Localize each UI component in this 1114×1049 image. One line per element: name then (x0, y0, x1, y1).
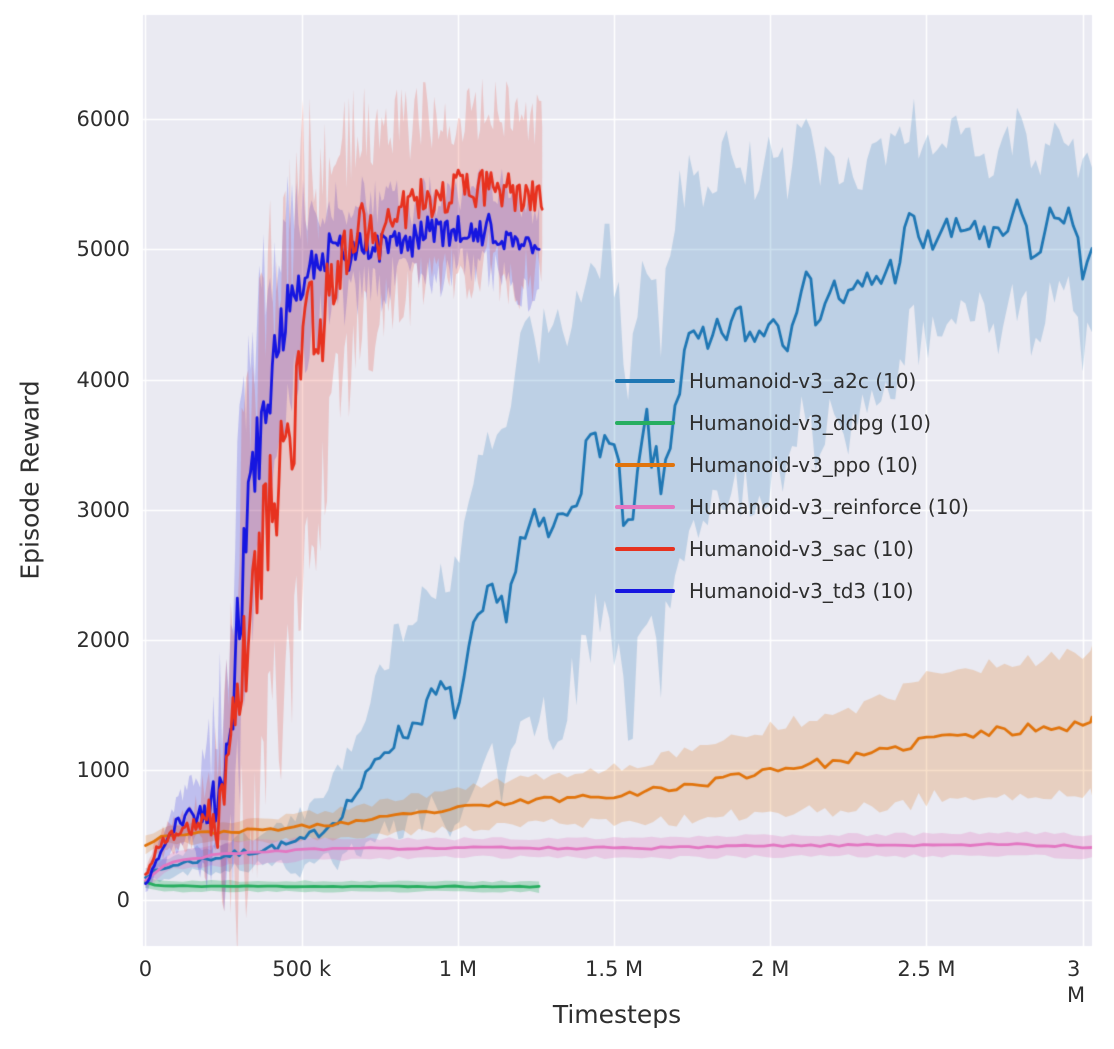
legend-label-a2c: Humanoid-v3_a2c (10) (689, 369, 917, 393)
x-tick-label-0: 0 (138, 957, 153, 981)
legend-item-td3: Humanoid-v3_td3 (10) (615, 570, 969, 612)
legend-label-ppo: Humanoid-v3_ppo (10) (689, 453, 918, 477)
legend-label-td3: Humanoid-v3_td3 (10) (689, 579, 914, 603)
legend-swatch-sac (615, 547, 675, 551)
legend-item-reinforce: Humanoid-v3_reinforce (10) (615, 486, 969, 528)
legend-swatch-td3 (615, 589, 675, 593)
legend-swatch-ppo (615, 463, 675, 467)
y-tick-label-2000: 2000 (76, 628, 130, 652)
legend-label-ddpg: Humanoid-v3_ddpg (10) (689, 411, 932, 435)
y-tick-label-5000: 5000 (76, 237, 130, 262)
x-axis-label: Timesteps (552, 1000, 682, 1029)
legend-swatch-reinforce (615, 505, 675, 509)
x-tick-label-1.5-M: 1.5 M (584, 957, 644, 981)
legend-swatch-a2c (615, 379, 675, 383)
y-tick-label-0: 0 (116, 888, 130, 913)
x-tick-label-2-M: 2 M (751, 957, 790, 981)
legend-label-sac: Humanoid-v3_sac (10) (689, 537, 914, 561)
x-tick-label-1-M: 1 M (438, 957, 477, 981)
y-tick-label-1000: 1000 (76, 758, 130, 783)
y-tick-label-3000: 3000 (76, 497, 130, 522)
y-tick-label-6000: 6000 (76, 107, 130, 132)
legend-item-a2c: Humanoid-v3_a2c (10) (615, 360, 969, 402)
legend-item-ppo: Humanoid-v3_ppo (10) (615, 444, 969, 486)
x-tick-label-2.5-M: 2.5 M (897, 957, 956, 981)
legend-item-ddpg: Humanoid-v3_ddpg (10) (615, 402, 969, 444)
y-tick-label-4000: 4000 (76, 367, 130, 392)
legend: Humanoid-v3_a2c (10) Humanoid-v3_ddpg (10… (615, 360, 969, 612)
legend-item-sac: Humanoid-v3_sac (10) (615, 528, 969, 570)
legend-label-reinforce: Humanoid-v3_reinforce (10) (689, 495, 969, 519)
legend-swatch-ddpg (615, 421, 675, 425)
x-tick-label-500-k: 500 k (272, 957, 332, 981)
x-tick-label-3-M: 3 M (1066, 957, 1086, 1007)
y-axis-label: Episode Reward (15, 380, 45, 580)
